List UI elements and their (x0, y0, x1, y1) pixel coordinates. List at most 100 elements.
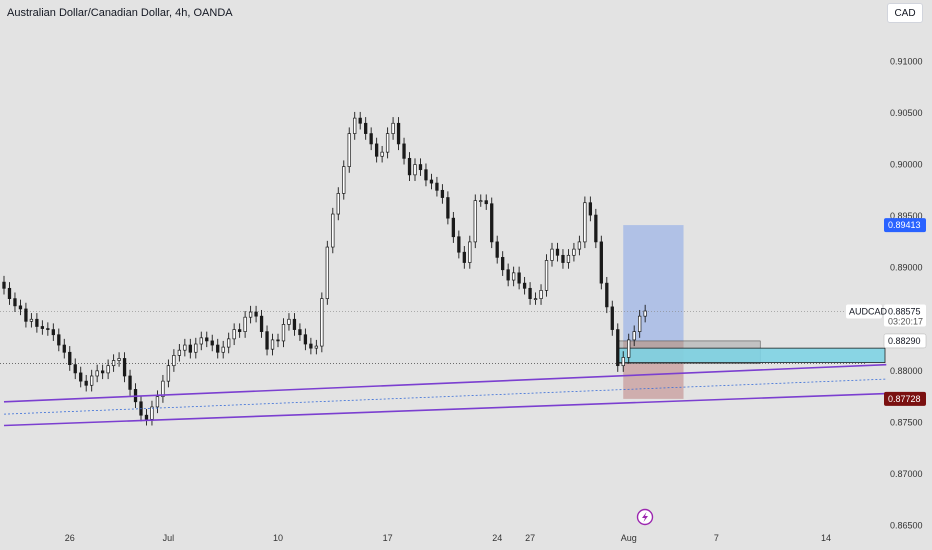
candle-body (57, 334, 61, 346)
channel-mid-line (3, 378, 887, 415)
candle-body (309, 343, 313, 349)
target-price-badge: 0.89413 (888, 220, 921, 230)
stop-price-badge: 0.87728 (888, 394, 921, 404)
candle-body (144, 414, 149, 420)
time-tick-label: 17 (383, 533, 393, 543)
candle-body (117, 358, 121, 361)
time-tick-label: 14 (821, 533, 831, 543)
stop-price-badge-bg (884, 391, 926, 406)
candle-body (522, 282, 527, 289)
candle-body (358, 117, 362, 124)
candle-body (188, 344, 192, 353)
candle-body (303, 334, 308, 345)
channel-upper-line (3, 363, 887, 403)
candle-body (468, 241, 472, 263)
candle-body (205, 337, 209, 342)
price-tick-label: 0.91000 (890, 56, 923, 66)
candle-body (177, 349, 182, 356)
candle-body (457, 236, 461, 253)
candle-body (418, 164, 423, 171)
candle-body (566, 254, 571, 263)
candle-body (506, 269, 510, 281)
event-marker-group (636, 508, 654, 526)
candle-body (528, 287, 532, 299)
candle-body (495, 241, 499, 258)
target-price-badge-bg (884, 218, 926, 233)
candle-body (287, 318, 291, 325)
candle-body (342, 166, 346, 194)
candle-body (599, 241, 603, 284)
candle-body (517, 272, 521, 284)
price-tick-label: 0.87500 (890, 417, 923, 427)
candle-body (511, 272, 516, 281)
candle-body (62, 344, 66, 353)
candle-body (407, 157, 412, 176)
candle-body (435, 182, 439, 191)
candle-body (166, 365, 171, 382)
candle-body (29, 318, 34, 322)
candle-body (227, 338, 231, 348)
candle-body (572, 248, 576, 256)
candle-body (314, 345, 319, 349)
price-tick-label: 0.87000 (890, 469, 923, 479)
candle-body (79, 372, 83, 382)
time-tick-label: Jul (163, 533, 175, 543)
candle-body (199, 337, 203, 345)
candle-body (588, 202, 593, 216)
candle-body (364, 122, 368, 134)
candle-body (298, 329, 302, 336)
price-tick-label: 0.90500 (890, 108, 923, 118)
long-position-target-zone (623, 225, 684, 341)
candle-body (259, 315, 264, 332)
candle-body (111, 360, 116, 367)
candle-body (391, 122, 395, 134)
candle-body (501, 257, 505, 271)
candle-body (221, 346, 225, 353)
candle-body (380, 151, 384, 157)
candle-body (46, 328, 50, 330)
candle-body (555, 248, 560, 256)
price-tick-label: 0.89000 (890, 263, 923, 273)
candle-body (621, 357, 625, 367)
candle-body (194, 343, 198, 353)
candle-body (325, 246, 329, 299)
candle-body (331, 213, 335, 248)
price-tick-label: 0.86500 (890, 521, 923, 531)
candle-body (95, 370, 99, 377)
candle-body (13, 298, 17, 307)
candle-body (243, 316, 247, 332)
candle-body (265, 331, 269, 350)
candle-body (68, 351, 72, 365)
candle-body (73, 364, 77, 374)
candle-body (413, 164, 417, 176)
currency-button[interactable]: CAD (887, 3, 923, 23)
candle-body (161, 380, 165, 397)
channel-lower-line (3, 392, 887, 427)
candles (2, 111, 647, 426)
candle-body (320, 298, 324, 347)
candle-body (122, 358, 127, 377)
candle-body (396, 122, 401, 145)
current-price-badge: 0.88575 (888, 307, 921, 317)
chart-title: Australian Dollar/Canadian Dollar, 4h, O… (7, 7, 233, 19)
support-zone-box (617, 347, 886, 363)
candle-body (84, 380, 88, 386)
candle-body (632, 331, 636, 341)
candle-body (429, 179, 434, 184)
candle-body (583, 202, 587, 243)
time-tick-label: 10 (273, 533, 283, 543)
price-tick-label: 0.90000 (890, 160, 923, 170)
candle-body (424, 169, 428, 181)
symbol-tag-bg (846, 304, 882, 319)
countdown-label: 03:20:17 (888, 317, 923, 327)
candle-body (106, 365, 110, 374)
level-price-badge: 0.88290 (888, 336, 921, 346)
time-tick-label: Aug (621, 533, 637, 543)
candle-body (627, 339, 631, 358)
candle-body (276, 339, 280, 342)
time-axis: 26 Jul 10 17 24 27 Aug 7 14 (65, 533, 831, 543)
candle-body (353, 117, 357, 134)
candle-body (347, 133, 351, 167)
